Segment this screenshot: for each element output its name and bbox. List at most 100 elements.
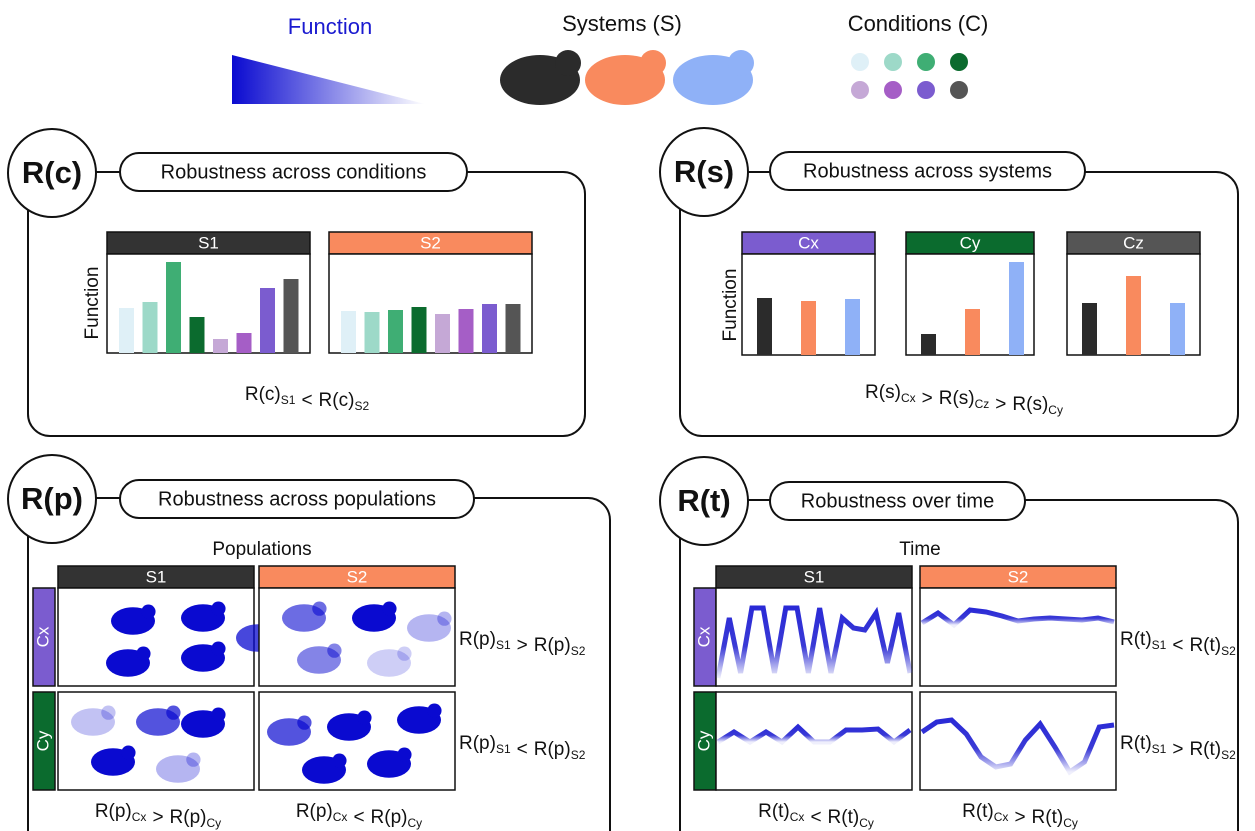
function-gradient <box>232 55 425 104</box>
formula: R(c)S1 < R(c)S2 <box>245 384 370 413</box>
yeast-body <box>367 649 411 677</box>
formula-operator: > <box>1014 807 1025 828</box>
yeast-bud <box>728 50 754 76</box>
formula-term: R(t) <box>828 807 860 828</box>
panel-title-pill <box>119 152 468 192</box>
y-axis-label: Function <box>82 267 103 340</box>
panel-label: R(c) <box>22 155 82 190</box>
condition-dot <box>917 53 935 71</box>
yeast-bud <box>211 601 226 616</box>
formula-subscript: Cy <box>859 816 874 830</box>
column-header-label: Cy <box>960 233 981 252</box>
yeast-bud <box>297 715 312 730</box>
formula-term: R(c) <box>245 384 281 405</box>
formula-subscript: S2 <box>571 748 586 762</box>
formula: R(t)S1 > R(t)S2 <box>1120 733 1236 762</box>
yeast-bud <box>555 50 581 76</box>
formula-subscript: Cx <box>901 391 916 405</box>
yeast-bud <box>397 747 412 762</box>
time-series-line <box>716 723 912 746</box>
bar <box>505 304 521 353</box>
yeast-bud <box>437 611 452 626</box>
formula-term: R(t) <box>758 801 790 822</box>
row-header-label: Cy <box>33 730 52 751</box>
formula-subscript: Cz <box>975 397 990 411</box>
yeast-bud <box>357 710 372 725</box>
panel-badge <box>659 127 749 217</box>
formula-term: R(t) <box>1032 807 1064 828</box>
yeast-bud <box>332 753 347 768</box>
cell-box <box>258 587 456 687</box>
bar <box>236 333 252 353</box>
yeast-bud <box>382 601 397 616</box>
legend-conditions: Conditions (C) <box>848 11 989 36</box>
formula: R(p)S1 < R(p)S2 <box>459 733 586 762</box>
legend-function: Function <box>288 14 372 39</box>
formula-term: R(t) <box>1189 635 1221 656</box>
formula-subscript: Cx <box>333 810 348 824</box>
formula-subscript: S1 <box>496 638 511 652</box>
bar <box>1170 303 1185 355</box>
column-header-label: S2 <box>347 567 368 586</box>
time-series-line <box>920 607 1115 629</box>
formula-subscript: S1 <box>1152 742 1167 756</box>
formula-operator: < <box>1172 635 1183 656</box>
bar <box>965 309 980 355</box>
yeast-body <box>71 708 115 736</box>
bar <box>411 307 427 353</box>
formula-term: R(t) <box>962 801 994 822</box>
condition-dot <box>884 81 902 99</box>
formula-subscript: Cx <box>790 810 805 824</box>
formula-subscript: Cx <box>132 810 147 824</box>
formula-operator: > <box>152 807 163 828</box>
bar <box>801 301 816 355</box>
condition-dot <box>950 81 968 99</box>
cell-box <box>919 587 1117 687</box>
formula: R(p)Cx > R(p)Cy <box>95 801 221 830</box>
formula-operator: > <box>517 635 528 656</box>
bar <box>1082 303 1097 355</box>
bar <box>166 262 181 353</box>
formula-subscript: S2 <box>1221 644 1236 658</box>
formula-term: R(t) <box>1120 733 1152 754</box>
axis-label: Time <box>899 539 941 560</box>
formula-subscript: S1 <box>496 742 511 756</box>
cell-box <box>57 587 255 687</box>
yeast-bud <box>186 752 201 767</box>
bar <box>213 339 228 353</box>
yeast-body <box>407 614 451 642</box>
y-axis-label: Function <box>720 269 741 342</box>
formula-term: R(p) <box>459 733 496 754</box>
column-header-label: Cz <box>1123 233 1144 252</box>
formula-term: R(s) <box>939 388 975 409</box>
formula-term: R(p) <box>534 635 571 656</box>
column-header-label: S1 <box>804 567 825 586</box>
yeast-bud <box>211 707 226 722</box>
panel-title-pill <box>769 481 1026 521</box>
formula-operator: > <box>1172 739 1183 760</box>
formula-term: R(p) <box>534 739 571 760</box>
formula-subscript: Cy <box>1048 403 1063 417</box>
bar <box>119 308 134 353</box>
condition-dot <box>917 81 935 99</box>
row-header-label: Cx <box>33 626 52 647</box>
bar <box>458 309 474 353</box>
bar <box>189 317 205 353</box>
formula-term: R(p) <box>296 801 333 822</box>
formula-term: R(p) <box>170 807 207 828</box>
formula-subscript: Cy <box>408 816 423 830</box>
yeast-bud <box>327 643 342 658</box>
panel-title-pill <box>119 479 475 519</box>
column-header-label: S2 <box>420 233 441 252</box>
panel-title: Robustness across conditions <box>161 161 427 183</box>
formula-operator: > <box>922 388 933 409</box>
formula-subscript: Cy <box>1063 816 1078 830</box>
formula: R(s)Cx > R(s)Cz > R(s)Cy <box>865 382 1063 417</box>
bar <box>1009 262 1024 355</box>
formula-operator: > <box>995 394 1006 415</box>
panel-title: Robustness across populations <box>158 488 436 510</box>
yeast-bud <box>640 50 666 76</box>
condition-dot <box>851 53 869 71</box>
formula-subscript: S2 <box>354 399 369 413</box>
